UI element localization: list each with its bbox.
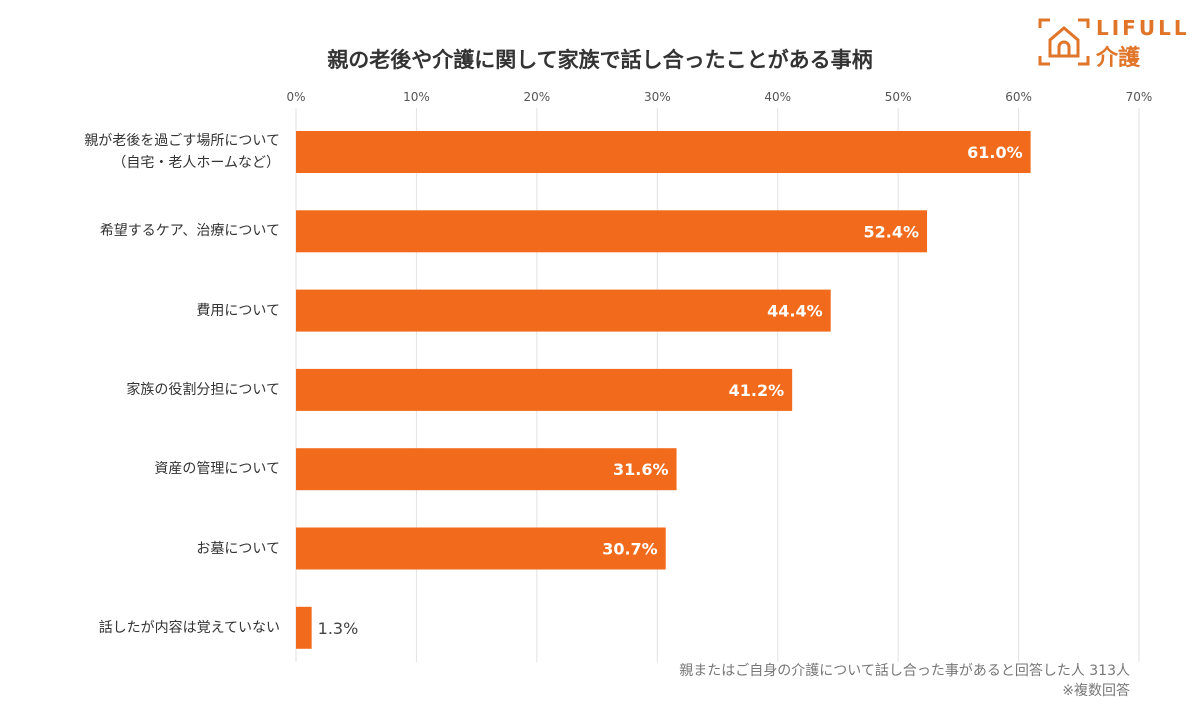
logo-text-kaigo: 介護	[1096, 46, 1141, 71]
bar	[296, 131, 1031, 173]
x-tick-label: 0%	[286, 90, 305, 104]
data-label: 31.6%	[613, 460, 669, 479]
bar	[296, 448, 677, 491]
x-tick-label: 10%	[403, 90, 430, 104]
x-tick-label: 20%	[524, 90, 551, 104]
bar	[296, 527, 666, 570]
data-label: 41.2%	[729, 381, 785, 400]
lifull-logo: LIFULL 介護	[1036, 16, 1196, 71]
x-tick-label: 60%	[1005, 90, 1032, 104]
x-tick-label: 40%	[764, 90, 791, 104]
note-respondents: 親またはご自身の介護について話し合った事があると回答した人 313人	[679, 663, 1130, 679]
bar	[296, 210, 928, 253]
chart-title: 親の老後や介護に関して家族で話し合ったことがある事柄	[327, 48, 873, 72]
x-tick-label: 50%	[885, 90, 912, 104]
category-label: 話したが内容は覚えていない	[98, 619, 280, 636]
logo-text: LIFULL	[1096, 16, 1190, 40]
x-tick-label: 70%	[1126, 90, 1153, 104]
category-label: お墓について	[196, 540, 280, 557]
data-label: 1.3%	[318, 619, 359, 638]
data-label: 30.7%	[602, 540, 658, 559]
data-label: 52.4%	[864, 222, 920, 241]
x-tick-label: 30%	[644, 90, 671, 104]
category-label: 親が老後を過ごす場所について （自宅・老人ホームなど）	[84, 133, 280, 171]
category-label: 家族の役割分担について	[126, 381, 280, 398]
category-label: 希望するケア、治療について	[99, 223, 280, 240]
bar	[296, 368, 793, 411]
note-multiple: ※複数回答	[1062, 683, 1130, 699]
data-label: 61.0%	[967, 143, 1023, 162]
category-label: 資産の管理について	[154, 461, 280, 478]
data-label: 44.4%	[767, 302, 823, 321]
bar	[296, 289, 831, 332]
bar	[296, 606, 312, 649]
house-icon	[1038, 18, 1090, 66]
category-label: 費用について	[196, 302, 280, 319]
